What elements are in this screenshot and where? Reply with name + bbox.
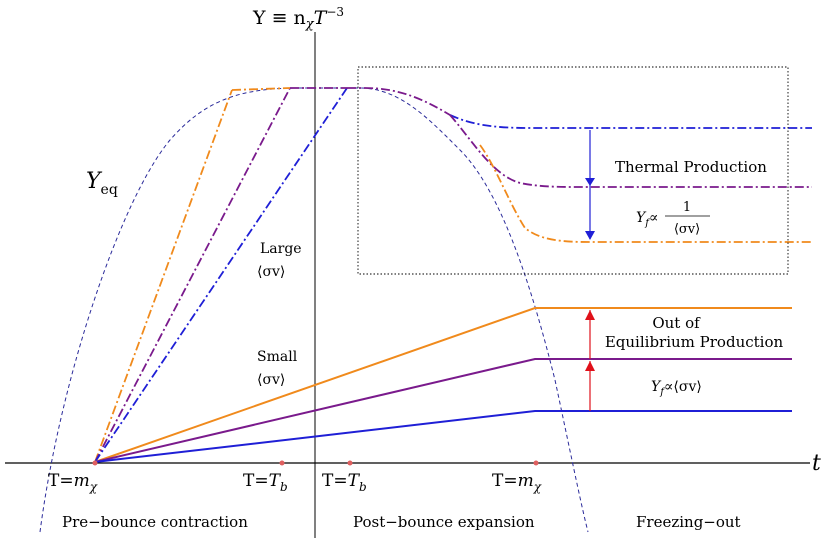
tick-dot-tb-right	[347, 460, 353, 466]
thermal-formula: Yf∝ 1 ⟨σv⟩	[636, 200, 710, 237]
large-sigmav-label: ⟨σv⟩	[257, 264, 285, 280]
orange-large-rise	[94, 89, 233, 463]
purple-small-line	[94, 358, 792, 463]
ooe-label-1: Out of	[652, 314, 701, 332]
svg-text:Yf∝: Yf∝	[636, 210, 658, 229]
orange-freeze-curve	[479, 144, 812, 243]
y-axis-label: Y ≡ nχT−3	[252, 5, 344, 32]
thermal-label: Thermal Production	[615, 158, 767, 176]
blue-small-line	[94, 410, 792, 463]
blue-freeze-curve	[449, 114, 812, 129]
tick-dot-tb-left	[279, 460, 285, 466]
tick-label-mchi-right: T=mχ	[492, 471, 542, 494]
svg-text:1: 1	[683, 200, 691, 215]
small-label: Small	[257, 349, 298, 365]
equilibrium-curve	[39, 87, 589, 533]
phase-pre-bounce: Pre−bounce contraction	[62, 513, 248, 531]
thermal-box	[357, 66, 789, 275]
svg-text:⟨σv⟩: ⟨σv⟩	[674, 222, 700, 237]
small-sigmav-label: ⟨σv⟩	[257, 372, 285, 388]
plateau-shared	[347, 87, 451, 116]
tick-dot-mchi-right	[533, 460, 539, 466]
large-label: Large	[260, 241, 302, 257]
ooe-arrow-upper-head	[585, 310, 595, 320]
ooe-label-2: Equilibrium Production	[605, 333, 784, 351]
purple-freeze-curve	[449, 114, 812, 188]
blue-large-rise	[94, 87, 348, 463]
phase-post-bounce: Post−bounce expansion	[353, 513, 535, 531]
thermal-arrow-bottom-head	[585, 231, 595, 240]
ooe-formula: Yf∝⟨σv⟩	[651, 379, 702, 398]
orange-small-line	[94, 307, 792, 463]
purple-large-rise	[94, 87, 291, 463]
orange-plateau	[231, 87, 291, 91]
tick-dot-mchi-left	[92, 460, 98, 466]
ooe-arrow-lower-head	[585, 361, 595, 371]
tick-label-tb-left: T=Tb	[243, 471, 288, 494]
phase-freezing-out: Freezing−out	[636, 513, 741, 531]
tick-label-mchi-left: T=mχ	[48, 471, 98, 494]
thermal-arrow-mid-head	[585, 178, 595, 186]
y-eq-label: Yeq	[86, 169, 118, 198]
tick-label-tb-right: T=Tb	[322, 471, 367, 494]
x-axis-label: t	[812, 451, 821, 476]
